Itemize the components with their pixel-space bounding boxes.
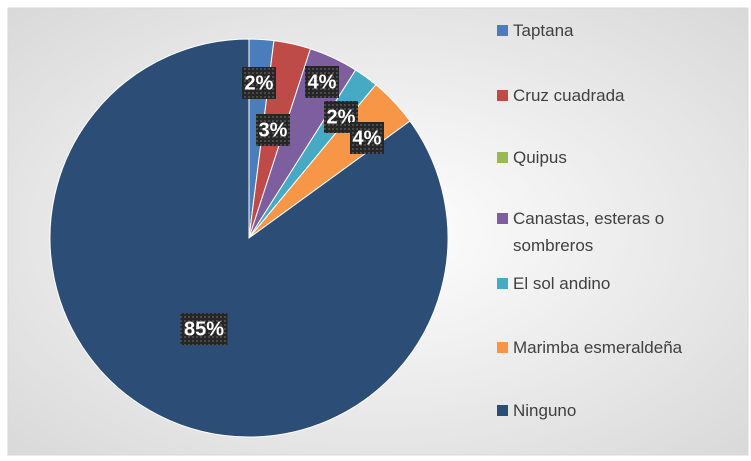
- legend-swatch: [497, 342, 508, 353]
- legend-label: Cruz cuadrada: [513, 86, 625, 105]
- data-label: 2%: [245, 72, 274, 94]
- data-label: 4%: [353, 127, 382, 149]
- legend-label: El sol andino: [513, 274, 611, 293]
- data-label: 3%: [259, 119, 288, 141]
- legend-entry: Cruz cuadrada: [497, 82, 737, 109]
- label-box: [350, 122, 384, 154]
- legend-swatch: [497, 213, 508, 224]
- data-label: 4%: [308, 71, 337, 93]
- legend-entry: Ninguno: [497, 397, 737, 424]
- legend-entry: El sol andino: [497, 270, 737, 297]
- legend-swatch: [497, 25, 508, 36]
- legend-entry: Canastas, esteras o sombreros: [497, 205, 737, 259]
- legend-swatch: [497, 405, 508, 416]
- data-label: 85%: [184, 318, 224, 340]
- label-box: [305, 66, 339, 98]
- pie-slice: [49, 38, 449, 438]
- legend-entry: Taptana: [497, 17, 737, 44]
- label-box: [242, 67, 276, 99]
- legend-label: Ninguno: [513, 401, 577, 420]
- legend-swatch: [497, 90, 508, 101]
- data-label: 2%: [327, 106, 356, 128]
- legend-label: Quipus: [513, 148, 567, 167]
- legend-label: Marimba esmeraldeña: [513, 338, 683, 357]
- legend-label: Taptana: [513, 21, 574, 40]
- label-box: [256, 114, 290, 146]
- legend-swatch: [497, 278, 508, 289]
- legend-swatch: [497, 152, 508, 163]
- legend-entry: Quipus: [497, 144, 737, 171]
- label-box: [180, 313, 228, 345]
- legend-entry: Marimba esmeraldeña: [497, 334, 737, 361]
- legend-label: Canastas, esteras o sombreros: [513, 209, 665, 255]
